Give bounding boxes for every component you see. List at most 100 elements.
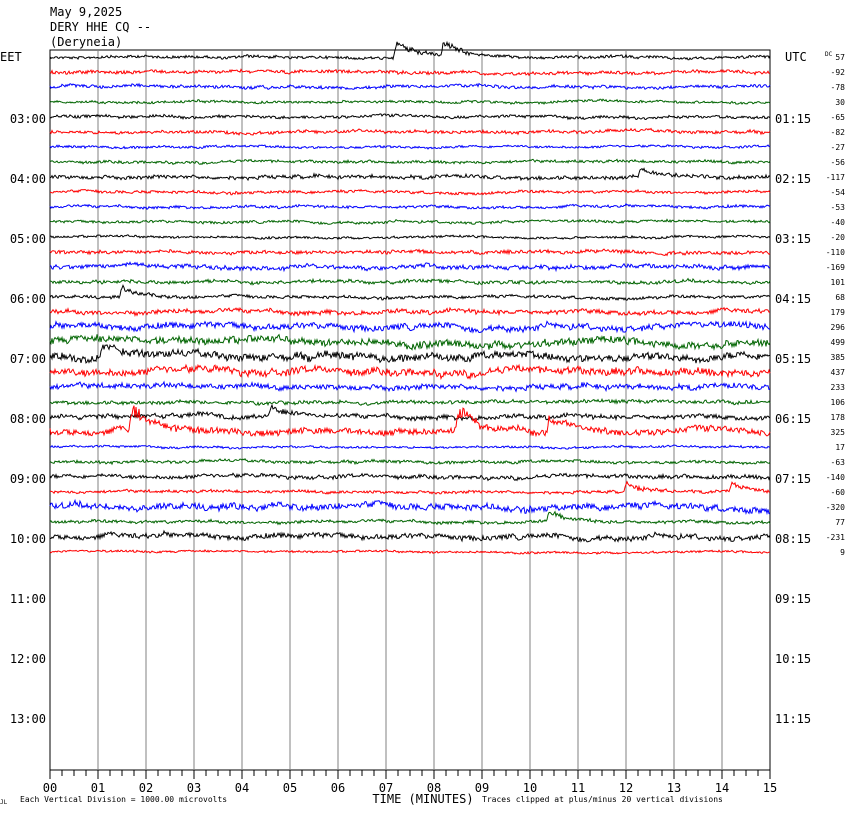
dc-offset-value: 385: [831, 353, 846, 362]
left-hour-label: 13:00: [10, 712, 46, 726]
right-timezone-label: UTC: [785, 50, 807, 64]
dc-offset-value: -140: [826, 473, 845, 482]
trace-line-21: [49, 363, 771, 381]
trace-line-11: [49, 218, 771, 225]
trace-line-7: [49, 158, 771, 166]
dc-offset-value: 77: [835, 518, 845, 527]
trace-line-19: [49, 333, 771, 351]
trace-line-3: [49, 98, 771, 106]
dc-offset-value: -53: [831, 203, 846, 212]
right-hour-label: 04:15: [775, 292, 811, 306]
dc-offset-value: -20: [831, 233, 846, 242]
trace-line-9: [49, 188, 771, 196]
scale-note: Each Vertical Division = 1000.00 microvo…: [20, 795, 227, 804]
trace-line-8: [49, 167, 771, 182]
dc-offset-value: 9: [840, 548, 845, 557]
x-tick-label: 04: [235, 781, 249, 795]
left-hour-label: 05:00: [10, 232, 46, 246]
right-hour-labels: 01:15 02:15 03:15 04:15 05:15 06:15 07:15 08:15…: [775, 112, 811, 726]
x-tick-label: 03: [187, 781, 201, 795]
plot-frame: [49, 49, 771, 771]
trace-line-14: [49, 261, 771, 273]
right-hour-label: 08:15: [775, 532, 811, 546]
left-hour-labels: 03:00 04:00 05:00 06:00 07:00 08:00 09:00 10:00…: [10, 112, 46, 726]
dc-offset-labels: 57 -92 -78 30 -65 -82 -27 -56 -117 -54 -53 -40 -20 -1…: [826, 53, 845, 557]
right-hour-label: 09:15: [775, 592, 811, 606]
dc-offset-value: 106: [831, 398, 846, 407]
left-hour-label: 10:00: [10, 532, 46, 546]
dc-offset-value: -231: [826, 533, 845, 542]
dc-offset-value: -63: [831, 458, 846, 467]
header-date: May 9,2025: [50, 5, 122, 19]
trace-line-6: [49, 144, 771, 150]
x-tick-label: 00: [43, 781, 57, 795]
right-hour-label: 07:15: [775, 472, 811, 486]
trace-line-20: [49, 343, 771, 364]
dc-offset-value: 499: [831, 338, 846, 347]
dc-offset-value: 179: [831, 308, 846, 317]
trace-line-2: [49, 82, 771, 91]
trace-line-0: [49, 40, 771, 61]
left-hour-label: 09:00: [10, 472, 46, 486]
trace-line-17: [49, 306, 771, 317]
dc-offset-value: 233: [831, 383, 846, 392]
header-location: (Deryneia): [50, 35, 122, 49]
dc-offset-value: -60: [831, 488, 846, 497]
dc-offset-value: -320: [826, 503, 845, 512]
trace-line-22: [49, 380, 770, 393]
dc-offset-value: 178: [831, 413, 846, 422]
x-tick-label: 07: [379, 781, 393, 795]
trace-line-15: [49, 277, 771, 286]
dc-offset-value: -78: [831, 83, 846, 92]
trace-line-23: [49, 398, 771, 407]
x-tick-label: 11: [571, 781, 585, 795]
seismic-traces: [49, 40, 771, 556]
x-tick-label: 09: [475, 781, 489, 795]
trace-line-26: [49, 444, 771, 450]
dc-offset-value: -54: [831, 188, 846, 197]
x-tick-label: 13: [667, 781, 681, 795]
trace-line-24: [49, 403, 771, 422]
x-tick-label: 05: [283, 781, 297, 795]
trace-line-16: [49, 284, 771, 301]
left-hour-label: 11:00: [10, 592, 46, 606]
dc-offset-value: 296: [831, 323, 846, 332]
x-tick-label: 10: [523, 781, 537, 795]
dc-offset-value: -27: [831, 143, 846, 152]
right-hour-label: 02:15: [775, 172, 811, 186]
left-hour-label: 03:00: [10, 112, 46, 126]
trace-line-33: [49, 548, 770, 556]
x-tick-label: 02: [139, 781, 153, 795]
dc-offset-value: -65: [831, 113, 846, 122]
trace-line-13: [49, 248, 771, 257]
right-hour-label: 06:15: [775, 412, 811, 426]
dc-offset-value: 325: [831, 428, 846, 437]
right-hour-label: 01:15: [775, 112, 811, 126]
dc-offset-value: 101: [831, 278, 846, 287]
x-tick-label: 08: [427, 781, 441, 795]
dc-offset-value: 30: [835, 98, 845, 107]
x-tick-label: 01: [91, 781, 105, 795]
trace-line-25: [49, 405, 771, 438]
x-tick-label: 12: [619, 781, 633, 795]
x-tick-label: 14: [715, 781, 729, 795]
corner-mark: JL: [0, 799, 8, 806]
right-hour-label: 05:15: [775, 352, 811, 366]
trace-line-18: [49, 320, 771, 334]
left-hour-label: 12:00: [10, 652, 46, 666]
clip-note: Traces clipped at plus/minus 20 vertical…: [482, 795, 723, 804]
dc-offset-value: -92: [831, 68, 846, 77]
dc-offset-value: 68: [835, 293, 845, 302]
trace-line-27: [49, 458, 771, 466]
dc-offset-value: -117: [826, 173, 845, 182]
left-hour-label: 08:00: [10, 412, 46, 426]
trace-line-5: [49, 127, 771, 136]
left-hour-label: 04:00: [10, 172, 46, 186]
dc-offset-value: 17: [835, 443, 845, 452]
trace-line-31: [49, 510, 771, 526]
trace-line-10: [49, 202, 771, 210]
dc-offset-value: -169: [826, 263, 845, 272]
trace-line-28: [49, 472, 771, 482]
header-station: DERY HHE CQ --: [50, 20, 151, 34]
